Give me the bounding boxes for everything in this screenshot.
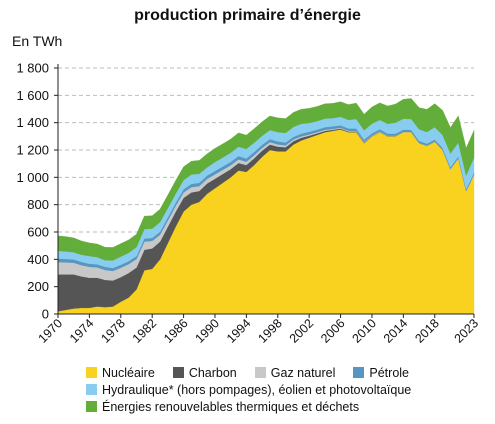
legend-label-nucleaire: Nucléaire [102,365,155,380]
y-tick-labels: 0 200 400 600 800 1 000 1 200 1 400 1 600 1 800 [16,61,49,322]
y-tick-label: 400 [27,252,49,267]
x-tick-label: 1978 [98,316,128,346]
x-tick-label: 2002 [287,316,317,346]
legend-label-gaz: Gaz naturel [270,365,336,380]
legend-row-1: Nucléaire Charbon Gaz naturel Pétrole [86,364,429,381]
legend-swatch-gaz [254,367,266,378]
x-tick-label: 2010 [350,316,380,346]
chart-title: production primaire d’énergie [134,7,361,24]
x-tick-label: 1974 [67,316,97,346]
x-tick-label: 1986 [161,316,191,346]
legend-item-charbon: Charbon [172,365,237,380]
legend-item-hydraulique: Hydraulique* (hors pompages), éolien et … [86,383,411,397]
legend-swatch-charbon [172,367,184,378]
legend-row-3: Énergies renouvelables thermiques et déc… [86,398,429,415]
x-tick-label: 2006 [318,316,348,346]
x-tick-label: 1994 [224,316,254,346]
x-tick-label: 2023 [452,316,482,346]
x-tick-label: 1970 [36,316,66,346]
legend-swatch-hydraulique [86,384,97,395]
y-tick-label: 1 800 [16,61,49,76]
area-series-5 [57,98,475,261]
legend-swatch-nucleaire [86,367,97,378]
x-tick-label: 1990 [193,316,223,346]
x-tick-labels: 1970 1974 1978 1982 1986 1990 1994 1998 2002 2006… [36,316,482,346]
y-tick-label: 1 400 [16,115,49,130]
y-tick-label: 600 [27,225,49,240]
y-tick-label: 800 [27,197,49,212]
legend-row-2: Hydraulique* (hors pompages), éolien et … [86,381,429,398]
x-tick-label: 2018 [412,316,442,346]
legend-label-petrole: Pétrole [369,365,409,380]
legend-item-enrt: Énergies renouvelables thermiques et déc… [86,400,359,414]
legend: Nucléaire Charbon Gaz naturel Pétrole Hy… [86,364,429,415]
x-tick-label: 1998 [255,316,285,346]
legend-label-enrt: Énergies renouvelables thermiques et déc… [102,399,360,414]
y-tick-label: 1 000 [16,170,49,185]
x-tick-label: 2014 [381,316,411,346]
y-tick-label: 0 [42,307,49,322]
area-layers [57,98,475,315]
y-tick-label: 200 [27,279,49,294]
legend-label-hydraulique: Hydraulique* (hors pompages), éolien et … [102,382,412,397]
legend-item-nucleaire: Nucléaire [86,366,155,380]
axes [54,64,475,318]
y-axis-unit-label: En TWh [12,33,63,49]
y-tick-label: 1 600 [16,88,49,103]
legend-item-gaz: Gaz naturel [254,365,336,380]
stacked-area-chart: 0 200 400 600 800 1 000 1 200 1 400 1 600 1 800 1… [16,61,482,346]
legend-swatch-enrt [86,401,97,412]
x-tick-label: 1982 [130,316,160,346]
y-tick-label: 1 200 [16,143,49,158]
legend-label-charbon: Charbon [188,365,237,380]
legend-item-petrole: Pétrole [353,366,409,380]
legend-swatch-petrole [353,367,365,378]
